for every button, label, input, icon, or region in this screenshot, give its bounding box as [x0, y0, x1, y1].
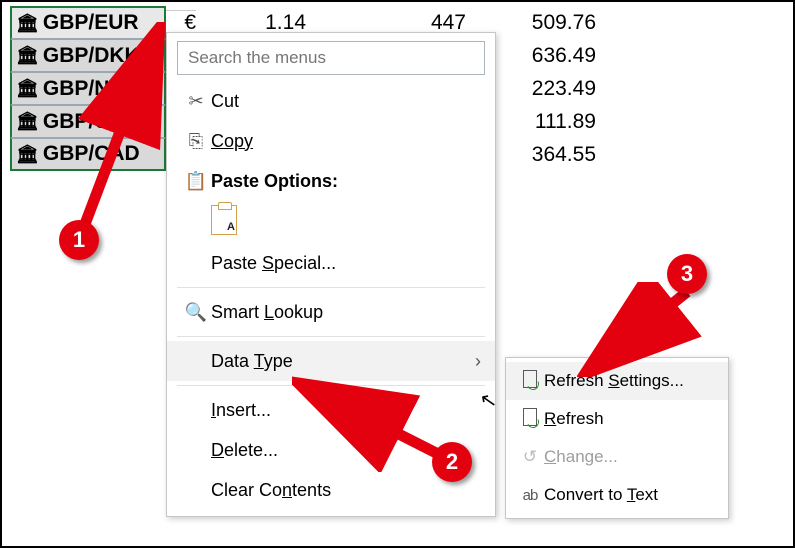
pair-label: GBP/USD: [43, 110, 139, 134]
pair-label: GBP/CAD: [43, 142, 140, 166]
menu-separator: [177, 336, 485, 337]
menu-item-smart-lookup[interactable]: 🔍 Smart Lookup: [167, 292, 495, 332]
pair-label: GBP/DKK: [43, 44, 140, 68]
change-icon: ↺: [516, 447, 544, 467]
bank-icon: 🏛: [16, 111, 39, 132]
submenu-item-refresh-settings[interactable]: Refresh Settings...: [506, 362, 728, 400]
annotation-badge-1: 1: [59, 220, 99, 260]
menu-item-cut[interactable]: ✂ Cut: [167, 81, 495, 121]
menu-item-copy[interactable]: ⎘ Copy: [167, 121, 495, 161]
menu-item-paste-options: 📋 Paste Options:: [167, 161, 495, 201]
menu-label: Paste Options:: [211, 171, 495, 192]
submenu-item-refresh[interactable]: Refresh: [506, 400, 728, 438]
text-icon: ab: [516, 487, 544, 504]
refresh-icon: [516, 370, 544, 393]
scissors-icon: ✂: [181, 91, 211, 112]
annotation-badge-3: 3: [667, 254, 707, 294]
menu-item-insert[interactable]: Insert...: [167, 390, 495, 430]
submenu-label: Convert to Text: [544, 485, 728, 505]
search-icon: 🔍: [181, 302, 211, 323]
value-cell[interactable]: 509.76: [466, 11, 596, 35]
mid-cell[interactable]: 447: [306, 11, 466, 35]
currency-pair-cell[interactable]: 🏛GBP/DKK: [10, 39, 166, 72]
bank-icon: 🏛: [16, 45, 39, 66]
submenu-label: Refresh: [544, 409, 728, 429]
menu-item-data-type[interactable]: Data Type ›: [167, 341, 495, 381]
pair-label: GBP/EUR: [43, 11, 139, 35]
menu-label: Copy: [211, 131, 253, 151]
bank-icon: 🏛: [16, 144, 39, 165]
submenu-item-convert-to-text[interactable]: ab Convert to Text: [506, 476, 728, 514]
annotation-badge-2: 2: [432, 442, 472, 482]
currency-pair-cell[interactable]: 🏛GBP/USD: [10, 105, 166, 138]
paste-option-button[interactable]: A: [211, 205, 237, 235]
chevron-right-icon: ›: [475, 351, 495, 372]
data-type-submenu: Refresh Settings... Refresh ↺ Change... …: [505, 357, 729, 519]
pair-label: GBP/NZD: [43, 77, 138, 101]
copy-icon: ⎘: [181, 131, 211, 152]
clipboard-icon: 📋: [181, 171, 211, 192]
submenu-label: Refresh Settings...: [544, 371, 728, 391]
menu-label: Cut: [211, 91, 495, 112]
rate-cell[interactable]: 1.14: [196, 11, 306, 35]
menu-label: Smart Lookup: [211, 302, 495, 323]
menu-separator: [177, 287, 485, 288]
menu-label: Paste Special...: [211, 253, 495, 274]
menu-separator: [177, 385, 485, 386]
menu-label: Clear Contents: [211, 480, 495, 501]
currency-pair-cell[interactable]: 🏛GBP/CAD: [10, 138, 166, 171]
currency-pair-cell[interactable]: 🏛GBP/NZD: [10, 72, 166, 105]
menu-item-paste-special[interactable]: Paste Special...: [167, 243, 495, 283]
submenu-item-change: ↺ Change...: [506, 438, 728, 476]
bank-icon: 🏛: [16, 78, 39, 99]
menu-label: Insert...: [211, 400, 495, 421]
menu-label: Data Type: [211, 351, 475, 372]
menu-search-input[interactable]: Search the menus: [177, 41, 485, 75]
refresh-icon: [516, 408, 544, 431]
currency-pair-cell[interactable]: 🏛GBP/EUR: [10, 6, 166, 39]
submenu-label: Change...: [544, 447, 728, 467]
bank-icon: 🏛: [16, 13, 39, 34]
